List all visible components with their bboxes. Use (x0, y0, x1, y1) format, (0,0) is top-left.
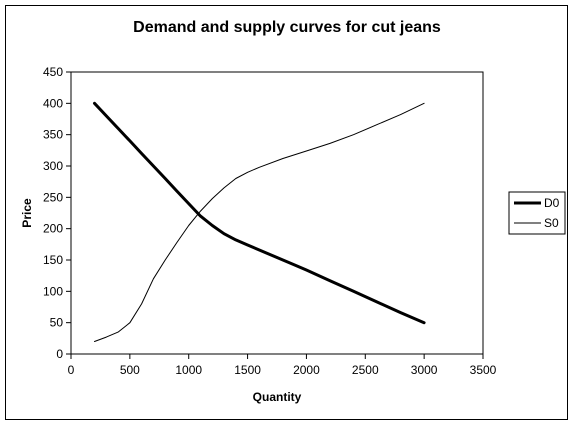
y-tick-label: 450 (43, 65, 63, 79)
chart-frame (5, 5, 568, 420)
y-tick-label: 200 (43, 222, 63, 236)
x-tick-label: 3000 (411, 363, 438, 377)
x-tick-label: 2000 (293, 363, 320, 377)
y-tick-label: 150 (43, 253, 63, 267)
plot-box (70, 71, 484, 355)
y-tick-label: 250 (43, 190, 63, 204)
x-tick-label: 0 (68, 363, 75, 377)
y-tick-label: 400 (43, 96, 63, 110)
y-tick-label: 350 (43, 128, 63, 142)
chart-title: Demand and supply curves for cut jeans (133, 19, 441, 36)
y-tick-label: 300 (43, 159, 63, 173)
x-tick-label: 500 (120, 363, 140, 377)
series-line-d0 (93, 101, 426, 325)
legend-label-d0: D0 (544, 196, 560, 210)
y-tick-label: 50 (50, 316, 64, 330)
legend-label-s0: S0 (544, 216, 559, 230)
x-tick-label: 1500 (234, 363, 261, 377)
x-tick-label: 3500 (470, 363, 497, 377)
x-tick-label: 1000 (175, 363, 202, 377)
x-tick-label: 2500 (352, 363, 379, 377)
plot-area: 0 50 100 150 200 250 300 350 400 450 0 500 1000 1500 2… (43, 65, 497, 377)
y-axis-label: Price (20, 198, 34, 228)
x-axis-label: Quantity (253, 390, 302, 404)
legend-box (508, 191, 566, 235)
y-tick-label: 0 (56, 347, 63, 361)
y-tick-label: 100 (43, 284, 63, 298)
series-line-s0 (94, 102, 425, 342)
